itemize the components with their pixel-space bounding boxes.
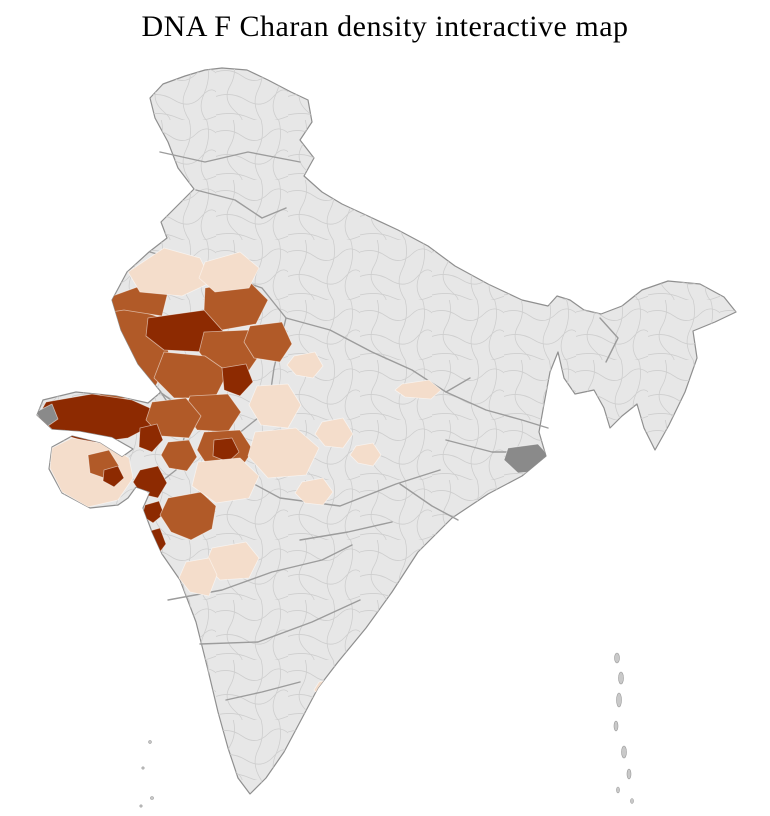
district-region[interactable]: [248, 383, 302, 429]
page-title: DNA F Charan density interactive map: [141, 10, 629, 43]
district-region[interactable]: [138, 423, 164, 453]
district-region[interactable]: [314, 417, 354, 449]
district-region[interactable]: [178, 557, 218, 597]
district-region[interactable]: [247, 427, 320, 479]
district-region[interactable]: [145, 397, 202, 439]
district-region[interactable]: [212, 437, 240, 463]
district-region[interactable]: [160, 439, 198, 472]
district-region[interactable]: [349, 442, 382, 467]
lakshadweep-islands: [139, 740, 154, 808]
district-region[interactable]: [394, 379, 442, 400]
district-region[interactable]: [102, 465, 125, 488]
district-region[interactable]: [191, 457, 260, 504]
andaman-islands: [613, 652, 634, 804]
district-region[interactable]: [243, 321, 293, 363]
district-region[interactable]: [198, 251, 260, 293]
district-region[interactable]: [294, 477, 334, 506]
district-region[interactable]: [286, 351, 324, 379]
district-region[interactable]: [221, 363, 254, 397]
